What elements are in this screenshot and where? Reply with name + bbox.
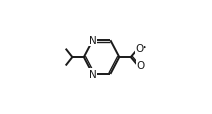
Text: N: N xyxy=(89,36,97,46)
Text: N: N xyxy=(89,69,97,79)
Text: O: O xyxy=(135,44,144,54)
Text: O: O xyxy=(136,61,144,70)
